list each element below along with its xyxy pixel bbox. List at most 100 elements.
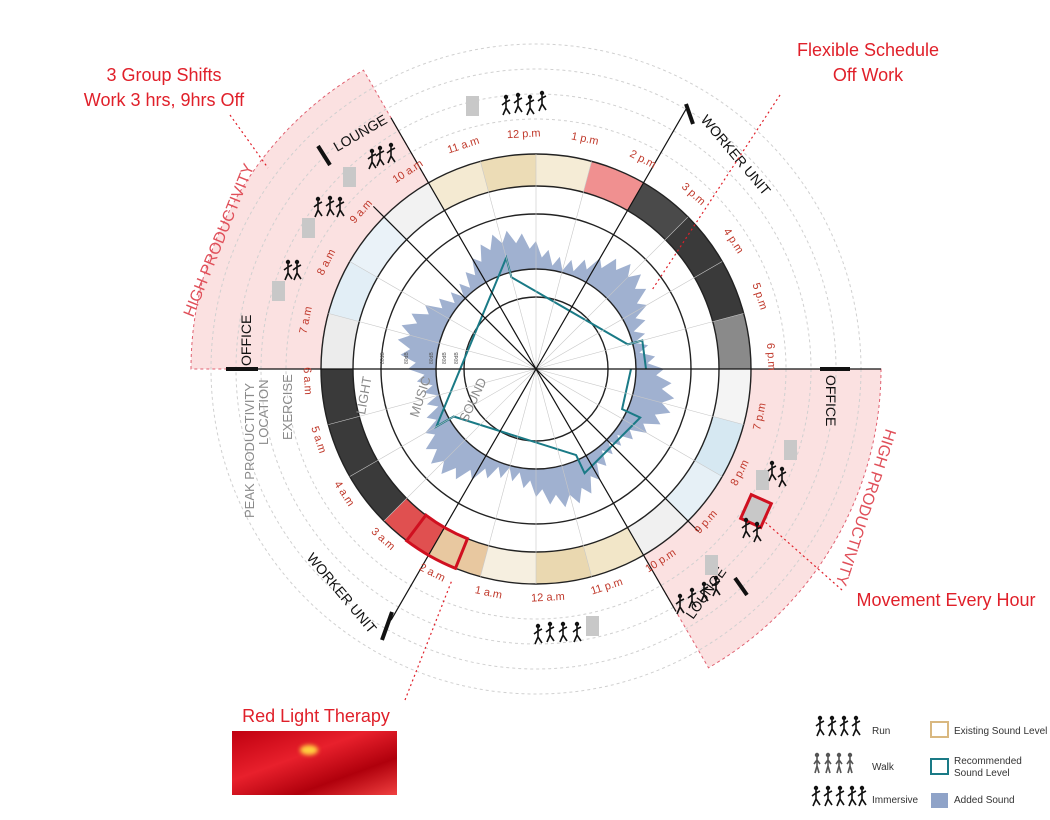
person-icon [835,785,845,807]
light-segment [694,261,744,322]
grey-figure-box [272,281,285,301]
hour-label: 6 a.m [301,367,314,395]
radial-line [535,368,744,425]
hour-label: 1 a.m [474,584,503,601]
hour-label: 6 p.m [764,343,777,371]
light-segment [712,313,751,369]
light-segment [428,161,489,211]
hour-label: 7 a.m [297,305,314,334]
hour-label: 3 p.m [679,181,707,208]
callout-flex-line2: Off Work [833,65,904,85]
callout-flex-line1: Flexible Schedule [797,40,939,60]
hour-label: 1 p.m [570,130,599,147]
person-icon [558,621,568,643]
light-segment [349,216,407,278]
red-light-therapy-glow [300,745,318,755]
ring-label-sound: SOUND [456,375,489,424]
ring-label-peak: PEAK PRODUCTIVITY [242,383,257,518]
main-axis-line [372,205,537,370]
grey-figure-box [343,167,356,187]
hour-label: 2 p.m [628,148,658,171]
light-segment [383,182,445,240]
main-axis-line [390,117,537,370]
radial-line [535,368,723,477]
person-icon [375,145,385,167]
person-icon [675,593,685,615]
legend-existing-swatch [930,721,949,738]
callout-red-light: Red Light Therapy [242,706,390,726]
light-segment [583,161,644,211]
radial-line [349,261,537,370]
ring-label-exercise: EXERCISE [280,374,295,440]
light-segment [536,545,592,584]
person-icon [847,785,857,807]
legend-existing-label: Existing Sound Level [954,726,1047,737]
light-segment [321,369,360,425]
radial-line [535,161,592,370]
hour-label: 5 p.m [749,281,769,311]
light-segment [349,460,407,522]
walk-person-icon [835,752,843,774]
person-icon [839,715,849,737]
grey-figure-box [466,96,479,116]
db-tick: 80dB [404,352,410,364]
person-icon [537,90,547,112]
hour-label: 4 a.m [331,479,356,509]
grey-figure-box [705,555,718,575]
legend-recommended-swatch [930,758,949,775]
person-icon [741,517,751,539]
hour-label: 7 p.m [751,402,768,431]
light-segment [583,527,644,577]
hour-label: 5 a.m [308,425,328,455]
main-axis-line [535,108,687,370]
legend-walk-label: Walk [872,762,895,773]
callout-movement: Movement Every Hour [856,590,1035,610]
person-icon [335,196,345,218]
activity-figures [272,90,797,645]
zone-office-right: OFFICE [823,375,839,426]
person-icon [313,196,323,218]
walk-person-icon [813,752,821,774]
person-icon [292,259,302,281]
db-tick: 80dB [442,352,448,364]
person-icon [752,521,762,543]
light-segment [383,498,445,556]
legend-run-label: Run [872,726,890,737]
radial-line [383,368,537,522]
walk-person-icon [824,752,832,774]
light-segment [694,416,744,477]
hour-label: 11 a.m [446,135,481,157]
zone-markers [226,103,850,641]
person-icon [823,785,833,807]
callout-leaders [229,94,843,701]
radial-line [480,368,537,577]
person-icon [501,94,511,116]
grey-figure-box [586,616,599,636]
radial-line [535,313,744,370]
light-segment [428,527,489,577]
light-segment [328,261,378,322]
radial-line [535,261,723,370]
light-segment [480,154,536,193]
db-tick: 80dB [380,352,386,364]
person-icon [811,785,821,807]
grey-figure-box [302,218,315,238]
hour-label: 2 a.m [417,561,447,584]
person-icon [545,621,555,643]
person-icon [699,581,709,603]
main-axis-line [390,368,537,621]
person-icon [525,94,535,116]
zone-office-left: OFFICE [238,315,254,366]
person-icon [767,460,777,482]
callout-shifts-line1: 3 Group Shifts [106,65,221,85]
person-icon [857,785,867,807]
legend-recommended-line1: Recommended [954,756,1022,767]
walk-person-icon [846,752,854,774]
legend-walk-figures [813,752,854,774]
legend-immersive-figures [811,785,867,807]
light-ring [321,154,751,584]
person-icon [687,587,697,609]
grey-figure-box [784,440,797,460]
person-icon [711,575,721,597]
legend-run-figures [815,715,861,737]
